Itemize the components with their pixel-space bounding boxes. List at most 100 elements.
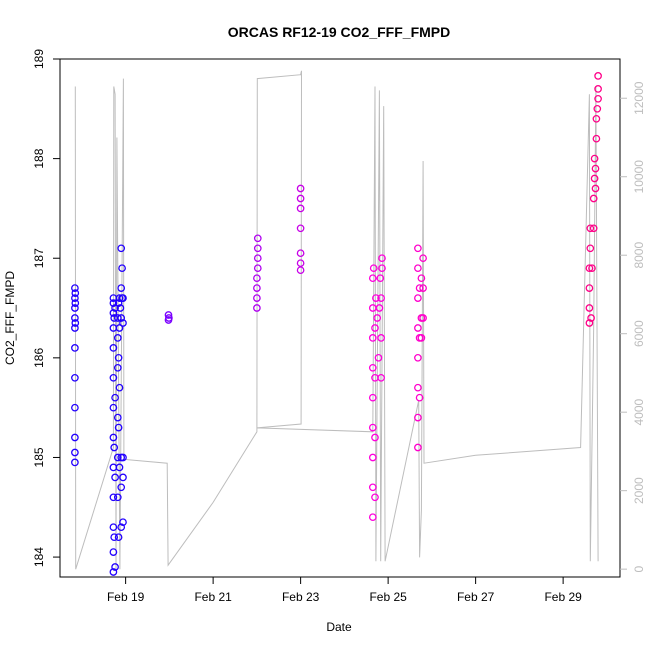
data-point	[117, 284, 126, 292]
data-point	[594, 85, 602, 93]
data-point	[414, 353, 422, 362]
x-tick-label: Feb 25	[369, 590, 407, 604]
y-tick-label: 186	[32, 348, 46, 368]
data-point	[109, 548, 118, 556]
data-point	[111, 563, 119, 571]
data-point	[109, 344, 118, 352]
data-point	[115, 463, 124, 472]
data-point	[414, 443, 422, 452]
data-point	[253, 284, 261, 292]
data-point	[113, 363, 122, 372]
data-point	[374, 353, 383, 362]
data-point	[377, 294, 385, 302]
data-point	[594, 72, 602, 80]
data-point	[111, 304, 119, 312]
y2-tick-label: 4000	[632, 399, 646, 426]
data-points-layer	[71, 72, 602, 576]
data-point	[376, 274, 385, 283]
data-point	[114, 423, 123, 432]
data-point	[71, 344, 79, 352]
data-point	[115, 383, 124, 392]
data-point	[253, 264, 262, 273]
data-point	[368, 483, 377, 492]
data-point	[119, 319, 127, 327]
y-axis-label: CO2_FFF_FMPD	[3, 271, 17, 365]
data-point	[369, 264, 378, 273]
data-point	[590, 154, 599, 163]
data-point	[71, 294, 79, 302]
data-point	[414, 244, 422, 253]
data-point	[296, 249, 305, 258]
data-point	[109, 403, 118, 412]
data-point	[114, 533, 123, 542]
data-point	[119, 294, 127, 302]
data-point	[296, 266, 305, 275]
x-tick-label: Feb 23	[282, 590, 320, 604]
y2-tick-label: 0	[632, 565, 646, 572]
y-tick-label: 185	[32, 447, 46, 467]
data-point	[110, 443, 119, 452]
data-point	[373, 314, 382, 322]
data-point	[586, 244, 595, 253]
data-point	[119, 473, 127, 482]
data-point	[71, 458, 79, 467]
x-axis-label: Date	[326, 620, 352, 634]
data-point	[253, 244, 262, 253]
data-point	[118, 264, 126, 273]
y-tick-label: 188	[32, 148, 46, 168]
data-point	[109, 568, 118, 576]
data-point	[368, 513, 377, 522]
x-axis-bottom: Feb 19 Feb 21 Feb 23 Feb 25 Feb 27 Feb 29	[107, 577, 582, 604]
data-point	[109, 523, 118, 532]
data-point	[377, 334, 385, 342]
data-point	[113, 334, 122, 342]
data-point	[253, 234, 262, 243]
data-point	[371, 433, 379, 442]
data-point	[253, 254, 262, 263]
y2-tick-label: 8000	[632, 242, 646, 269]
data-point	[296, 194, 305, 203]
data-point	[109, 433, 118, 442]
data-point	[253, 294, 261, 302]
y2-tick-label: 12000	[632, 81, 646, 115]
data-point	[591, 164, 600, 173]
data-point	[111, 473, 119, 482]
data-point	[415, 284, 424, 292]
data-point	[375, 304, 384, 312]
data-point	[71, 314, 79, 322]
data-point	[592, 134, 601, 143]
y-tick-label: 189	[32, 49, 46, 69]
data-point	[419, 254, 427, 263]
data-point	[368, 423, 377, 432]
data-point	[296, 259, 305, 268]
x-tick-label: Feb 29	[544, 590, 582, 604]
data-point	[377, 373, 385, 382]
y-tick-label: 187	[32, 248, 46, 268]
data-point	[71, 448, 79, 457]
data-point	[71, 373, 79, 382]
data-point	[165, 314, 173, 322]
data-point	[114, 299, 123, 307]
data-point	[71, 289, 80, 297]
data-point	[109, 493, 118, 502]
data-point	[115, 324, 124, 332]
data-point	[368, 363, 377, 372]
data-point	[111, 393, 119, 402]
data-point	[378, 254, 386, 263]
altitude-line	[74, 70, 599, 570]
data-point	[115, 294, 124, 302]
data-point	[368, 274, 377, 283]
data-point	[296, 184, 305, 193]
chart-title: ORCAS RF12-19 CO2_FFF_FMPD	[228, 24, 450, 40]
data-point	[585, 284, 594, 292]
data-point	[591, 184, 600, 193]
data-point	[109, 299, 118, 307]
data-point	[414, 413, 422, 422]
data-point	[372, 294, 380, 302]
data-point	[417, 334, 426, 342]
data-point	[368, 393, 377, 402]
data-point	[119, 518, 127, 527]
data-point	[71, 319, 80, 327]
data-point	[414, 264, 422, 273]
plot-frame	[59, 58, 621, 578]
